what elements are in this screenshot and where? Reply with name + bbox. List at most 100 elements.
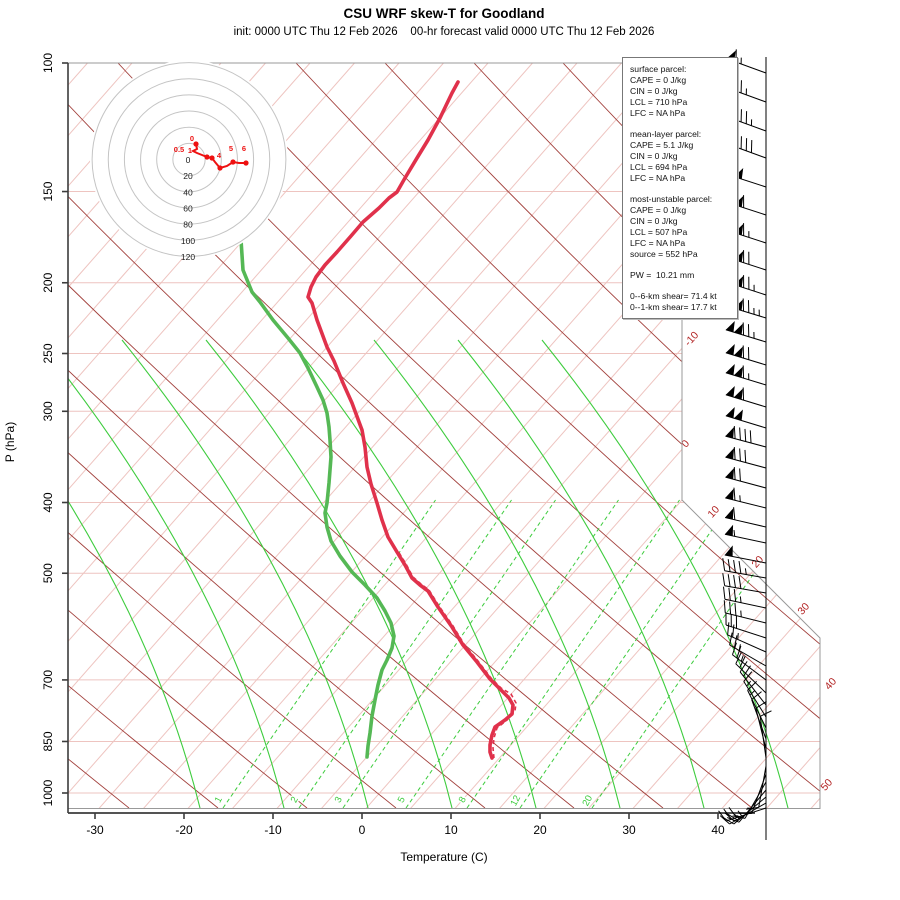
parcel-section-header: mean-layer parcel:: [630, 129, 702, 139]
wind-barb-feather: [725, 415, 767, 429]
wind-barb-pennant: [733, 366, 743, 378]
temperature-tick-label: 20: [533, 823, 547, 837]
dry-adiabat-line: [68, 63, 575, 809]
mixing-ratio-line: [342, 499, 556, 809]
wind-barb-pennant: [733, 346, 743, 358]
isotherm-label: 40: [822, 676, 839, 693]
isotherm-line: [539, 63, 820, 809]
wind-barb-feather: [743, 671, 753, 682]
wind-barb: [738, 773, 767, 814]
dry-adiabat-line: [206, 63, 820, 809]
wind-barb-feather: [737, 633, 739, 640]
wind-barb: [755, 701, 767, 750]
parcel-stat-line: CAPE = 5.1 J/kg: [630, 140, 694, 150]
wind-barb: [725, 385, 767, 408]
temperature-tick-label: -20: [175, 823, 193, 837]
page-title: CSU WRF skew-T for Goodland: [344, 6, 545, 21]
parcel-stat-line: LFC = NA hPa: [630, 238, 686, 248]
parcel-stat-line: LFC = NA hPa: [630, 173, 686, 183]
hodograph-point-label: 1: [188, 146, 192, 155]
wind-barb: [725, 487, 767, 509]
parcel-stat-line: LFC = NA hPa: [630, 108, 686, 118]
wind-barb-feather: [733, 487, 736, 501]
wind-barb: [725, 467, 767, 489]
wind-barb: [759, 710, 772, 759]
hodograph-trace-dot: [193, 141, 199, 147]
isotherm-label: -10: [682, 329, 701, 348]
parcel-stat-line: source = 552 hPa: [630, 249, 698, 259]
wind-barb: [724, 545, 767, 564]
wind-barb-feather: [727, 574, 731, 587]
shear-line: 0--1-km shear= 17.7 kt: [630, 302, 717, 312]
wind-barb-feather: [744, 428, 747, 442]
wind-barb-feather: [725, 624, 767, 639]
pressure-tick-label: 700: [41, 670, 55, 690]
hodograph-ring-label: 120: [181, 252, 195, 262]
wind-barb-feather: [726, 813, 739, 821]
moist-adiabat-line: [68, 339, 285, 809]
isotherm-line: [68, 63, 533, 809]
mixing-ratio-line: [466, 499, 680, 809]
wind-barb-pennant: [725, 448, 735, 460]
mixing-ratio-label: 1: [213, 795, 225, 805]
hodograph-trace-dot: [204, 154, 210, 160]
wind-barb: [724, 524, 767, 544]
wind-barb-feather: [723, 808, 732, 820]
wind-barb: [727, 622, 767, 653]
chart-subtitle: init: 0000 UTC Thu 12 Feb 2026 00-hr for…: [234, 26, 655, 38]
wind-barb-feather: [725, 456, 767, 469]
wind-barb: [725, 447, 767, 469]
parcel-stat-line: CAPE = 0 J/kg: [630, 75, 687, 85]
temperature-axis-title: Temperature (C): [400, 850, 487, 864]
parcel-info-box: surface parcel: CAPE = 0 J/kg CIN = 0 J/kg…: [622, 57, 738, 319]
hodograph-point-label: 5: [229, 144, 233, 153]
mixing-ratio-label: 8: [457, 795, 469, 805]
wind-barb-feather: [738, 575, 742, 589]
wind-barb-feather: [729, 644, 767, 667]
wind-barb-feather: [725, 435, 767, 448]
wind-barb: [724, 507, 767, 528]
wind-barb-feather: [727, 559, 731, 572]
wind-barb-feather: [727, 622, 730, 635]
wind-barb: [725, 363, 767, 386]
wind-barb: [725, 343, 767, 366]
parcel-section: surface parcel: CAPE = 0 J/kg CIN = 0 J/kg…: [630, 64, 737, 119]
wind-barb-feather: [743, 665, 751, 677]
wind-barb-feather: [747, 681, 757, 691]
wind-barb: [747, 681, 767, 729]
isotherm-line: [68, 63, 489, 809]
isotherm-line: [68, 63, 667, 809]
temperature-curve: [306, 80, 515, 760]
hodograph-ring: [172, 142, 206, 177]
parcel-section-header: surface parcel:: [630, 64, 687, 74]
pressure-tick-label: 1000: [41, 779, 55, 806]
wind-barb-feather: [731, 642, 737, 655]
temperature-tick-label: 0: [359, 823, 366, 837]
wind-barb-feather: [734, 602, 737, 616]
parcel-stat-line: CIN = 0 J/kg: [630, 86, 678, 96]
parcel-stat-line: LCL = 710 hPa: [630, 97, 688, 107]
moist-adiabat-line: [541, 339, 789, 809]
wind-barb-feather: [733, 447, 736, 460]
wind-barb-feather: [751, 691, 762, 700]
hodograph-ring: [123, 94, 255, 225]
wind-barb-pennant: [733, 323, 743, 335]
pressure-axis-title: P (hPa): [3, 422, 17, 462]
wind-barb-feather: [725, 372, 767, 386]
wind-barb-feather: [755, 708, 767, 750]
hodograph-ring: [91, 62, 287, 257]
parcel-section-header: most-unstable parcel:: [630, 194, 713, 204]
hodograph-ring-label: 20: [183, 171, 193, 181]
wind-barb-feather: [733, 467, 736, 480]
temperature-tick-label: 10: [444, 823, 458, 837]
isotherm-line: [762, 63, 820, 809]
moist-adiabat-line: [457, 339, 705, 809]
wind-barb-pennant: [733, 388, 743, 400]
shear-line: 0--6-km shear= 71.4 kt: [630, 291, 717, 301]
parcel-stat-line: CIN = 0 J/kg: [630, 151, 678, 161]
wind-barb: [729, 632, 767, 667]
wind-barb-feather: [729, 632, 733, 646]
